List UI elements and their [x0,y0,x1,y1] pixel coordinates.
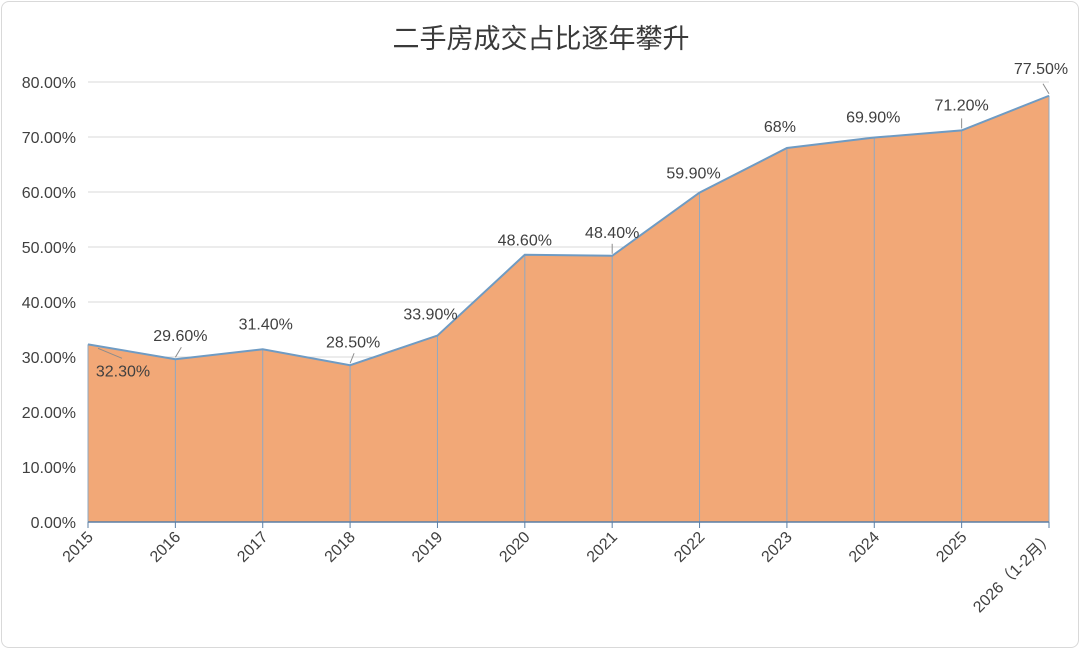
chart-title: 二手房成交占比逐年攀升 [393,24,690,55]
y-tick-label: 0.00% [31,515,76,532]
area-layer [87,94,1050,522]
y-tick-label: 10.00% [22,460,76,477]
x-tick-label: 2023 [759,529,796,566]
y-tick-label: 80.00% [22,75,76,92]
data-label: 28.50% [326,334,380,351]
series-line [87,94,1050,367]
x-tick-label: 2016 [147,529,184,566]
data-label: 59.90% [666,166,720,183]
y-tick-label: 30.00% [22,350,76,367]
data-label-leader [174,346,182,358]
data-label: 33.90% [403,307,457,324]
x-tick-label: 2021 [584,529,621,566]
x-tick-label: 2024 [846,529,883,566]
data-label: 32.30% [96,363,150,380]
y-tick-label: 20.00% [22,405,76,422]
data-label-leader [1042,83,1050,95]
x-tick-label: 2020 [496,529,533,566]
data-label: 48.40% [585,225,639,242]
data-label: 48.60% [498,233,552,250]
data-label: 29.60% [153,328,207,345]
x-tick-label: 2017 [234,529,271,566]
x-tick-label: 2022 [671,529,708,566]
x-tick-label: 2025 [933,529,970,566]
data-label-leader [97,347,123,359]
data-label-leader [349,353,355,364]
x-tick-label: 2015 [60,529,97,566]
x-tick-label: 2026（1-2月） [970,528,1058,616]
data-label: 69.90% [846,110,900,127]
x-tick-label: 2019 [409,529,446,566]
y-tick-label: 40.00% [22,295,76,312]
x-tick-label: 2018 [322,529,359,566]
data-label: 77.50% [1014,61,1068,78]
area-fill [88,95,1049,522]
data-label: 68% [764,119,796,136]
data-label: 31.40% [239,316,293,333]
axis-layer [87,521,1050,528]
y-tick-label: 60.00% [22,185,76,202]
data-label: 71.20% [935,97,989,114]
y-tick-label: 50.00% [22,240,76,257]
y-tick-label: 70.00% [22,130,76,147]
